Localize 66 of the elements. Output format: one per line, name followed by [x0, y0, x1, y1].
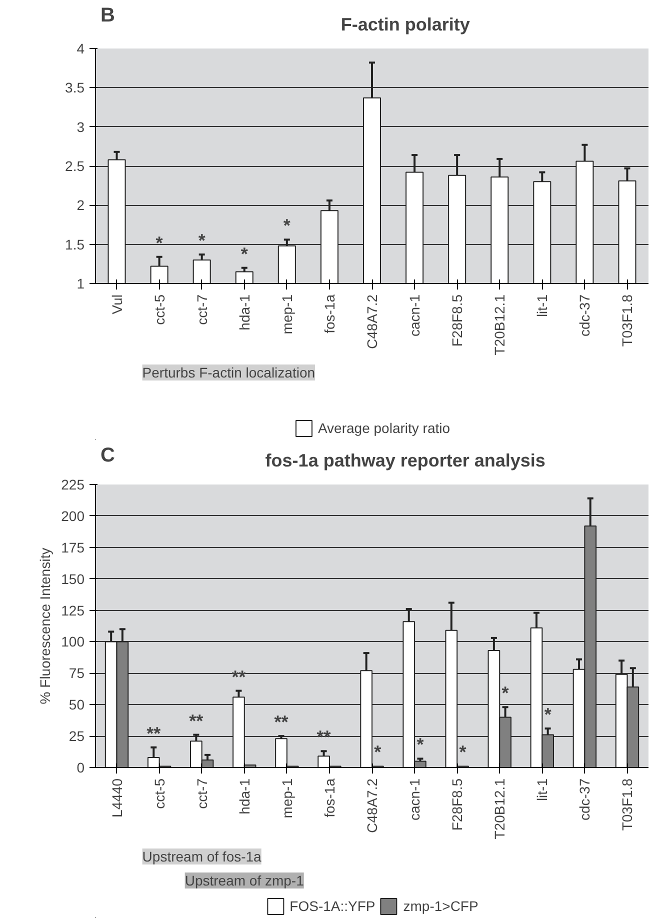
x-tick-label: hda-1	[236, 778, 252, 814]
y-tick-label: 200	[61, 508, 85, 524]
y-tick-label: 1.5	[65, 236, 85, 252]
y-tick-label: 0	[76, 760, 85, 776]
annotation: *	[156, 232, 163, 253]
y-tick-label: 25	[68, 728, 85, 744]
y-tick-label: 225	[61, 476, 85, 492]
y-tick-label: 3.5	[65, 80, 85, 96]
y-tick-label: 1	[76, 276, 85, 292]
legend-label: zmp-1>CFP	[403, 898, 478, 914]
annotation: *	[374, 742, 382, 762]
x-tick-label: cct-5	[151, 294, 168, 325]
x-tick-label: fos-1a	[321, 294, 338, 334]
annotation: *	[240, 244, 248, 264]
legend-label: FOS-1A::YFP	[290, 898, 376, 914]
text: C	[100, 444, 115, 466]
x-tick-label: fos-1a	[321, 778, 338, 818]
x-tick-label: cct-7	[194, 778, 210, 809]
annotation: **	[146, 723, 161, 744]
x-tick-label: F28F8.5	[449, 294, 466, 347]
x-tick-label: Vul	[108, 294, 125, 314]
x-tick-label: T20B12.1	[492, 294, 508, 356]
y-tick-label: 50	[68, 696, 85, 713]
x-tick-label: lit-1	[534, 778, 550, 802]
annotation: *	[544, 704, 552, 725]
x-tick-label: T03F1.8	[619, 294, 636, 347]
x-tick-label: mep-1	[278, 294, 295, 334]
annotation: *	[283, 216, 290, 236]
annotation: *	[459, 742, 466, 762]
y-tick-label: 125	[61, 602, 85, 618]
y-tick-label: 2	[76, 197, 85, 214]
y-tick-label: 3	[76, 118, 85, 135]
x-tick-label: cacn-1	[406, 294, 423, 337]
x-tick-label: hda-1	[236, 294, 252, 330]
y-tick-label: 75	[68, 665, 85, 682]
x-tick-label: L4440	[108, 778, 125, 818]
text: B	[100, 4, 115, 26]
x-tick-label: cdc-37	[576, 294, 593, 337]
x-tick-label: T03F1.8	[619, 778, 636, 831]
y-tick-label: 4	[76, 40, 85, 56]
x-tick-label: C48A7.2	[364, 294, 380, 349]
y-axis-title: % Fluorescence Intensity	[37, 548, 54, 704]
annotation: **	[189, 710, 204, 731]
x-tick-label: lit-1	[534, 294, 550, 318]
text: Upstream of fos-1a	[142, 848, 262, 864]
x-tick-label: cacn-1	[406, 778, 423, 821]
y-tick-label: 150	[61, 570, 85, 587]
y-tick-label: 100	[61, 634, 85, 650]
x-tick-label: T20B12.1	[492, 778, 508, 840]
chart-title: F-actin polarity	[340, 14, 470, 34]
x-tick-label: C48A7.2	[364, 778, 380, 833]
x-tick-label: cdc-37	[576, 778, 593, 821]
x-tick-label: mep-1	[278, 778, 295, 818]
annotation: *	[416, 734, 424, 755]
y-tick-label: 2.5	[65, 158, 85, 174]
x-tick-label: cct-5	[151, 778, 168, 809]
y-tick-label: 175	[61, 539, 85, 556]
annotation: **	[274, 712, 288, 732]
x-tick-label: F28F8.5	[449, 778, 466, 831]
annotation: *	[502, 683, 509, 704]
x-tick-label: cct-7	[194, 294, 210, 325]
text: Perturbs F-actin localization	[142, 364, 316, 380]
chart-title: fos-1a pathway reporter analysis	[265, 450, 546, 470]
legend-label: Average polarity ratio	[318, 420, 450, 436]
text: Upstream of zmp-1	[184, 872, 304, 888]
annotation: *	[198, 230, 206, 251]
